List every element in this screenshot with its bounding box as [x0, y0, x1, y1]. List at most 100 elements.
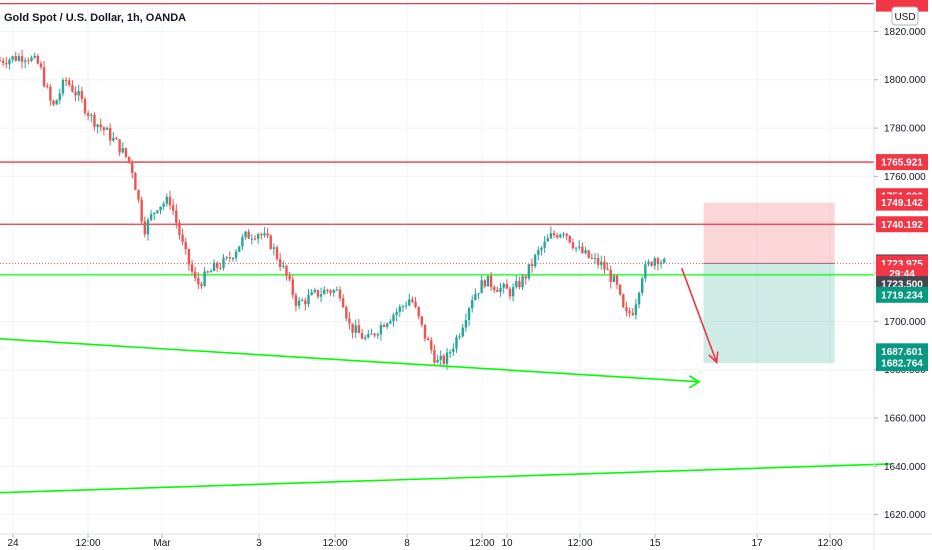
chart-grid — [0, 0, 874, 534]
candle-body — [540, 247, 543, 251]
time-tick-label: 10 — [501, 538, 513, 549]
time-tick-label: 12:00 — [817, 538, 842, 549]
price-tag-label: 1723.500 — [881, 280, 923, 291]
candle-body — [414, 301, 417, 307]
time-tick-label: 15 — [649, 538, 661, 549]
candle-body — [0, 60, 2, 62]
down-arrow-shaft[interactable] — [680, 267, 718, 363]
candle-body — [168, 196, 172, 206]
upper-trend-line[interactable] — [0, 338, 700, 383]
candle-body — [392, 315, 395, 322]
candle-body — [486, 275, 490, 287]
candle-body — [222, 258, 225, 268]
stop-loss-zone[interactable] — [703, 202, 835, 264]
candle-body — [332, 290, 335, 293]
take-profit-zone[interactable] — [703, 263, 835, 364]
candle-body — [426, 338, 430, 341]
candle-body — [39, 63, 43, 68]
candle-body — [134, 173, 137, 190]
currency-button-label: USD — [894, 12, 915, 23]
candle-body — [430, 340, 433, 350]
time-tick-label: 24 — [7, 538, 19, 549]
candle-body — [11, 56, 14, 60]
candle-body — [297, 300, 301, 306]
candle-body — [96, 124, 99, 127]
candle-body — [42, 67, 46, 87]
horizontal-lines — [0, 2, 874, 276]
candle-body — [105, 128, 109, 130]
candle-body — [467, 308, 471, 320]
candle-body — [93, 114, 96, 127]
candle-body — [445, 352, 449, 364]
candle-body — [455, 337, 458, 349]
currency-button-frame — [891, 6, 919, 26]
candle-body — [153, 212, 156, 215]
price-tag-green — [876, 355, 928, 372]
candle-body — [376, 334, 379, 336]
candle-body — [171, 205, 175, 211]
time-tick-label: Mar — [153, 538, 171, 549]
candle-body — [521, 276, 524, 288]
candle-body — [140, 199, 143, 222]
candle-body — [404, 305, 408, 307]
candle-body — [275, 247, 279, 260]
candle-body — [64, 79, 68, 81]
candle-body — [348, 318, 351, 324]
candle-body — [578, 246, 581, 248]
candle-body — [625, 307, 628, 312]
time-tick-label: 12:00 — [75, 538, 100, 549]
candle-body — [474, 294, 477, 301]
candle-body — [178, 222, 181, 235]
candle-body — [574, 247, 578, 249]
candle-body — [505, 284, 509, 289]
price-tag-label: 1749.142 — [881, 198, 923, 209]
candle-body — [631, 312, 634, 315]
candle-body — [307, 295, 310, 305]
candle-body — [30, 57, 33, 61]
candle-body — [74, 91, 77, 96]
price-tags: 1765.9211751.8031749.1421740.1921724.383… — [876, 0, 928, 372]
candle-body — [549, 233, 553, 239]
candle-body — [159, 206, 162, 211]
candle-body — [335, 289, 339, 291]
price-tag-label: 1682.764 — [881, 359, 923, 370]
currency-button[interactable]: USD — [891, 6, 919, 26]
candle-body — [382, 325, 386, 327]
candle-body — [436, 359, 439, 363]
candle-body — [326, 289, 329, 291]
candle-body — [363, 337, 367, 339]
candle-body — [143, 221, 147, 235]
candle-body — [461, 327, 464, 337]
candle-body — [304, 300, 307, 305]
candle-body — [448, 352, 452, 354]
candle-body — [442, 355, 446, 364]
candle-body — [543, 241, 546, 248]
candle-body — [386, 323, 389, 327]
candle-body — [357, 325, 361, 334]
candle-body — [603, 261, 606, 270]
candle-body — [102, 127, 106, 130]
candle-body — [17, 56, 21, 61]
candle-body — [656, 258, 660, 265]
trend-arrow-head — [688, 375, 701, 389]
candle-body — [234, 251, 238, 259]
candle-body — [124, 148, 128, 157]
time-tick-label: 3 — [256, 538, 262, 549]
candle-body — [137, 189, 140, 200]
position-zones — [703, 202, 835, 364]
candle-body — [370, 333, 373, 335]
candle-body — [458, 336, 461, 338]
candle-body — [162, 203, 165, 207]
lower-trend-line[interactable] — [0, 463, 892, 494]
price-tag-label: 1687.601 — [881, 347, 923, 358]
price-tick-label: 1820.000 — [884, 27, 926, 38]
candle-body — [556, 235, 559, 238]
candle-body — [493, 286, 496, 290]
candle-body — [367, 333, 370, 338]
candle-body — [423, 324, 427, 339]
candle-body — [606, 269, 609, 271]
candle-body — [615, 275, 619, 285]
candle-body — [203, 271, 206, 286]
candle-body — [659, 262, 663, 265]
